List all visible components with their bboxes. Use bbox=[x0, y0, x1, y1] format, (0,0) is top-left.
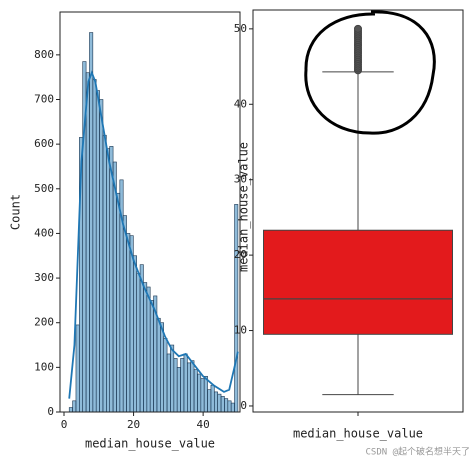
bar bbox=[200, 378, 205, 413]
bar bbox=[75, 324, 80, 413]
y-tick-label: 0 bbox=[47, 405, 54, 418]
x-tick-label: 0 bbox=[61, 418, 68, 431]
y-tick-label: 800 bbox=[34, 48, 54, 61]
bar bbox=[170, 344, 175, 413]
bar bbox=[146, 286, 151, 413]
bar bbox=[203, 375, 208, 413]
y-tick-label: 300 bbox=[34, 271, 54, 284]
bar bbox=[106, 148, 111, 413]
bar bbox=[92, 79, 97, 413]
bar bbox=[116, 192, 121, 413]
y-axis-label: Count bbox=[9, 194, 23, 230]
bar bbox=[176, 367, 181, 413]
bar bbox=[160, 322, 164, 413]
bar bbox=[122, 215, 127, 413]
y-tick-label: 0 bbox=[240, 399, 247, 412]
box bbox=[263, 229, 453, 335]
y-axis-label: median_house_value bbox=[237, 142, 251, 272]
bar bbox=[220, 396, 225, 413]
bar bbox=[224, 398, 229, 413]
annotation-circle bbox=[304, 10, 436, 135]
kde-line bbox=[68, 70, 239, 399]
y-tick-label: 500 bbox=[34, 182, 54, 195]
bar bbox=[126, 233, 131, 413]
bar bbox=[190, 360, 195, 413]
bar bbox=[136, 273, 141, 413]
bar bbox=[210, 384, 215, 413]
outlier bbox=[354, 24, 362, 33]
y-tick-label: 700 bbox=[34, 93, 54, 106]
y-tick-label: 200 bbox=[34, 316, 54, 329]
bar bbox=[143, 282, 148, 413]
bar bbox=[129, 235, 134, 413]
bar bbox=[149, 300, 154, 413]
bar bbox=[213, 391, 218, 413]
x-tick-label: 20 bbox=[127, 418, 140, 431]
y-tick-label: 20 bbox=[234, 248, 247, 261]
y-tick-label: 100 bbox=[34, 360, 54, 373]
bar bbox=[197, 373, 202, 413]
bar bbox=[133, 255, 137, 413]
bar bbox=[85, 72, 90, 413]
x-tick-label: 40 bbox=[197, 418, 210, 431]
bar bbox=[227, 400, 232, 413]
y-tick-label: 30 bbox=[234, 173, 247, 186]
bar bbox=[187, 362, 191, 413]
bar bbox=[183, 353, 188, 413]
y-tick-label: 600 bbox=[34, 137, 54, 150]
bar bbox=[99, 99, 104, 413]
bar bbox=[217, 393, 222, 413]
bar bbox=[72, 400, 77, 413]
bar bbox=[112, 161, 117, 413]
bar bbox=[230, 402, 235, 413]
y-tick-label: 10 bbox=[234, 324, 247, 337]
watermark: CSDN @起个破名想半天了 bbox=[365, 446, 470, 458]
bar bbox=[156, 317, 161, 413]
bar bbox=[207, 389, 212, 413]
x-axis-label: median_house_value bbox=[85, 437, 215, 451]
bar bbox=[166, 353, 171, 413]
bar bbox=[109, 146, 114, 413]
bar bbox=[180, 358, 185, 413]
x-tick-label: median_house_value bbox=[293, 427, 423, 441]
y-tick-label: 400 bbox=[34, 226, 54, 239]
y-tick-label: 40 bbox=[234, 97, 247, 110]
bar bbox=[163, 338, 168, 413]
bar bbox=[95, 90, 100, 413]
y-tick-label: 50 bbox=[234, 22, 247, 35]
bar bbox=[139, 264, 144, 413]
bar bbox=[193, 369, 198, 413]
bar bbox=[68, 407, 73, 413]
bar bbox=[102, 134, 107, 413]
axes-frame bbox=[59, 11, 241, 413]
bar bbox=[89, 32, 94, 413]
bar bbox=[173, 358, 178, 413]
